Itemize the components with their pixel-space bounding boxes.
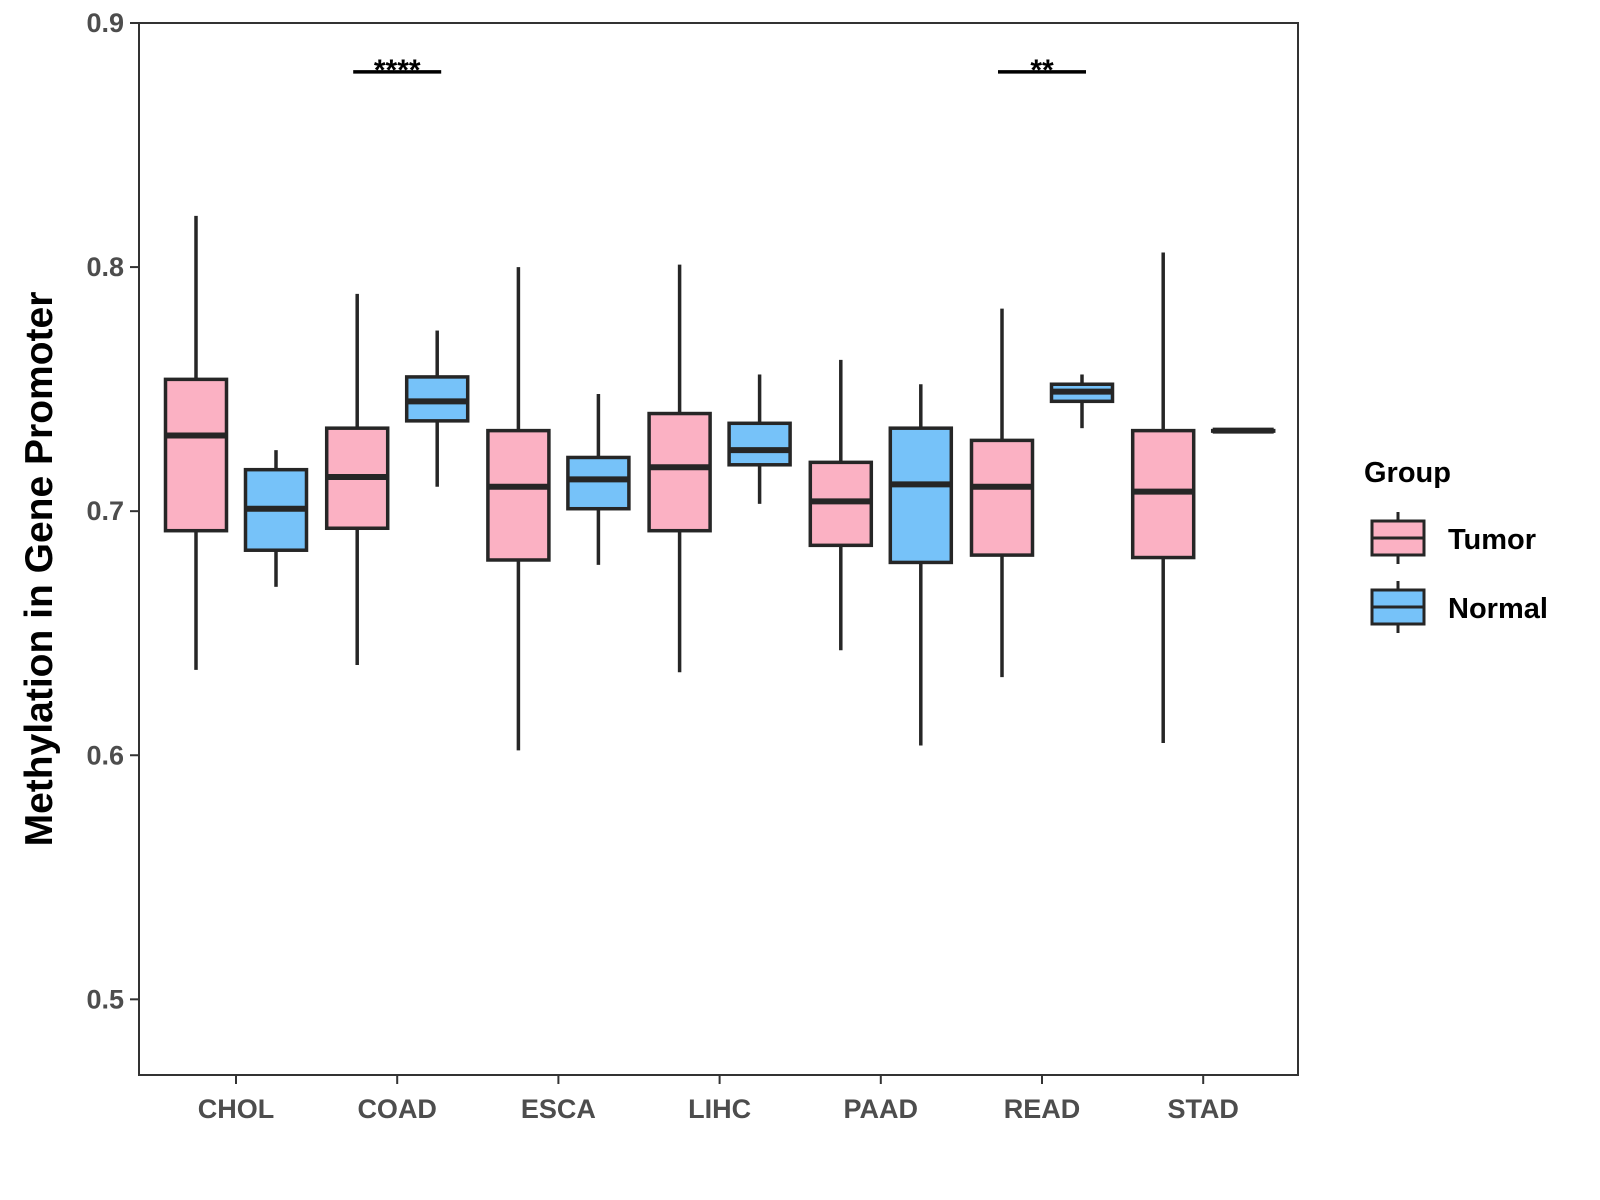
legend-label: Tumor bbox=[1448, 524, 1536, 556]
y-tick-label: 0.5 bbox=[86, 984, 124, 1014]
x-tick-label: READ bbox=[1004, 1094, 1081, 1124]
box-tumor-paad bbox=[808, 359, 874, 651]
y-tick-label: 0.9 bbox=[86, 8, 124, 38]
y-tick-label: 0.7 bbox=[86, 496, 124, 526]
box-normal-lihc bbox=[727, 374, 792, 504]
x-tick-label: CHOL bbox=[198, 1094, 275, 1124]
box-tumor-coad bbox=[324, 293, 390, 665]
legend-title: Group bbox=[1364, 457, 1451, 489]
panel-border bbox=[138, 22, 1299, 1076]
legend-item-normal: Normal bbox=[1370, 581, 1548, 633]
legend: Group Tumor Normal bbox=[1364, 457, 1548, 633]
box-body bbox=[566, 455, 631, 511]
y-axis-title: Methylation in Gene Promoter bbox=[18, 292, 61, 847]
box-tumor-esca bbox=[486, 267, 551, 751]
y-tick-label: 0.6 bbox=[86, 740, 124, 770]
box-tumor-lihc bbox=[647, 264, 712, 673]
box-tumor-stad bbox=[1130, 252, 1196, 744]
box-normal-read bbox=[1049, 374, 1115, 429]
significance-label: **** bbox=[374, 54, 421, 87]
x-tick-label: STAD bbox=[1167, 1094, 1239, 1124]
box-normal-esca bbox=[566, 394, 631, 565]
x-tick-label: PAAD bbox=[844, 1094, 919, 1124]
legend-item-tumor: Tumor bbox=[1370, 512, 1536, 564]
x-tick-label: LIHC bbox=[688, 1094, 751, 1124]
box-normal-coad bbox=[404, 330, 470, 487]
box-body bbox=[727, 421, 792, 467]
x-tick-label: ESCA bbox=[521, 1094, 596, 1124]
significance-label: ** bbox=[1030, 54, 1054, 87]
box-normal-stad bbox=[1210, 427, 1276, 434]
axis-layer: 0.5 0.6 0.7 0.8 0.9 CHOL COAD ESCA LIHC PAAD READ S… bbox=[86, 8, 1299, 1124]
legend-label: Normal bbox=[1448, 593, 1548, 625]
box-body bbox=[969, 438, 1035, 557]
box-normal-chol bbox=[243, 450, 309, 587]
y-tick-label: 0.8 bbox=[86, 252, 124, 282]
box-body bbox=[888, 426, 954, 565]
x-tick-label: COAD bbox=[357, 1094, 437, 1124]
box-body bbox=[647, 411, 712, 533]
box-tumor-chol bbox=[163, 215, 229, 670]
box-body bbox=[163, 377, 229, 533]
box-normal-paad bbox=[888, 384, 954, 746]
box-tumor-read bbox=[969, 308, 1035, 678]
box-body bbox=[486, 428, 551, 562]
plot-layer: **** ** bbox=[163, 54, 1276, 751]
